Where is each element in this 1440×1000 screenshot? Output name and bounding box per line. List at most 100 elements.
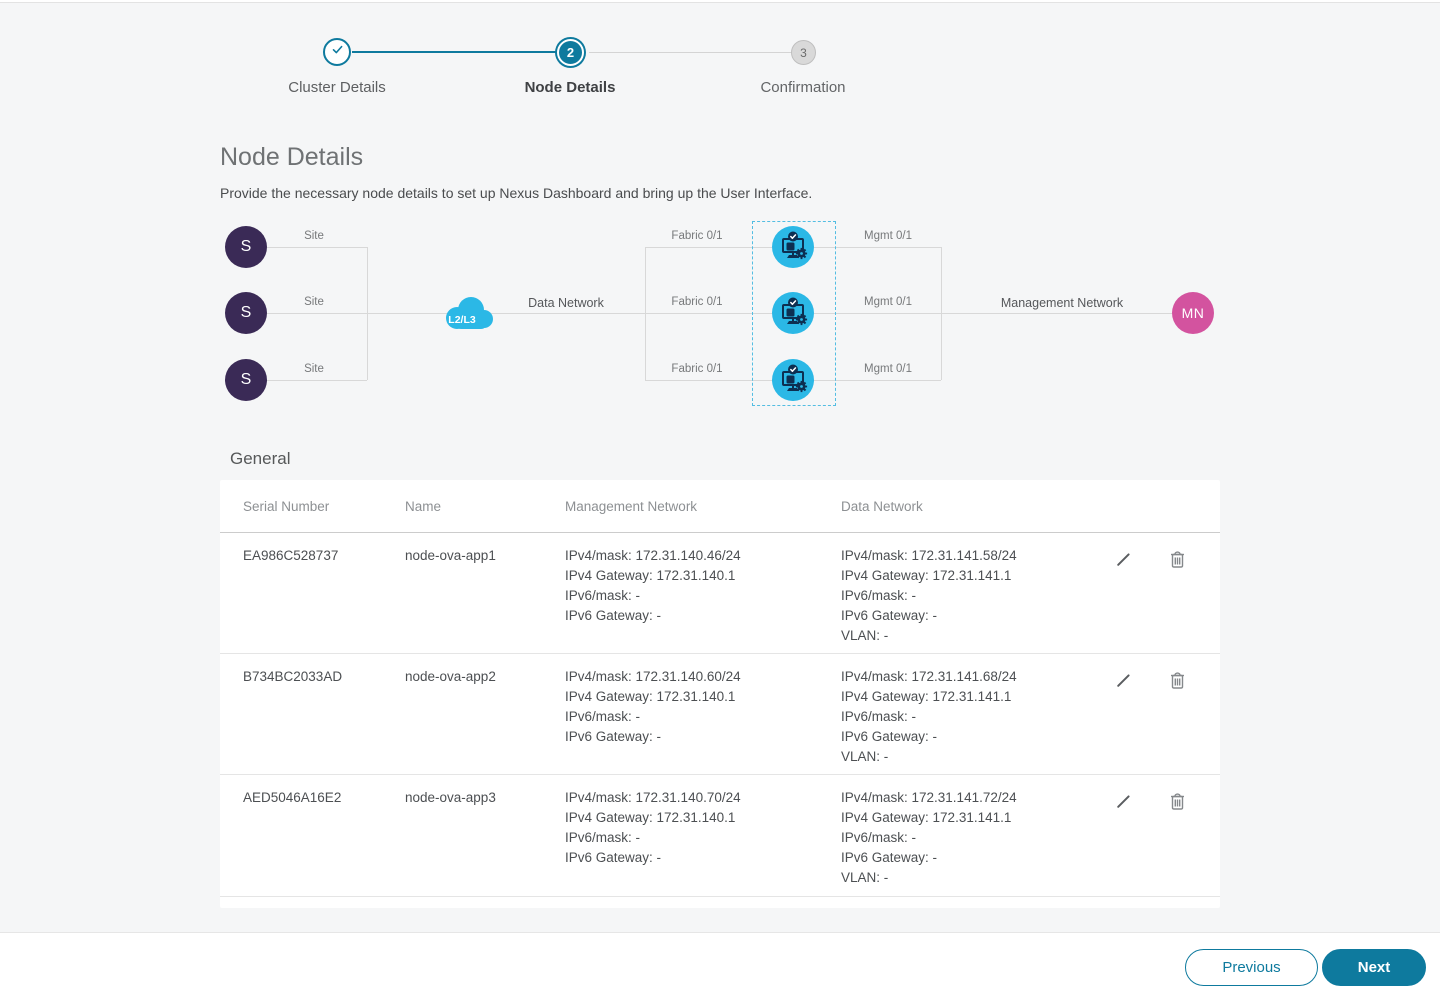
data-line: IPv4 Gateway: 172.31.141.1 xyxy=(841,689,1012,704)
fabric2-port-label: Fabric 0/1 xyxy=(671,296,723,308)
step-confirmation-circle: 3 xyxy=(791,40,816,65)
topology-diagram: Site Site Site Data Network Fabric 0/1 F… xyxy=(220,215,1220,415)
previous-button[interactable]: Previous xyxy=(1185,949,1318,986)
data-line: IPv6 Gateway: - xyxy=(841,729,938,744)
mgmt-line: IPv4 Gateway: 172.31.140.1 xyxy=(565,810,736,825)
step-number: 2 xyxy=(566,45,575,60)
management-network-label: Management Network xyxy=(1000,296,1124,310)
data-line: VLAN: - xyxy=(841,749,889,764)
mgmt-line: IPv4 Gateway: 172.31.140.1 xyxy=(565,568,736,583)
cell-serial: B734BC2033AD xyxy=(243,669,343,684)
delete-icon[interactable] xyxy=(1167,791,1187,811)
mgmt-line: IPv4 Gateway: 172.31.140.1 xyxy=(565,689,736,704)
data-network-label: Data Network xyxy=(528,296,604,310)
delete-icon[interactable] xyxy=(1167,549,1187,569)
stepper-connector-upcoming xyxy=(589,52,803,53)
stepper-connector-done xyxy=(352,51,568,53)
wizard-footer: Previous Next xyxy=(0,932,1440,1000)
fabric3-port-label: Fabric 0/1 xyxy=(671,363,723,375)
site3-label: Site xyxy=(304,363,324,375)
table-row: AED5046A16E2 node-ova-app3 IPv4/mask: 17… xyxy=(220,775,1220,897)
edit-icon[interactable] xyxy=(1114,549,1134,569)
cell-name: node-ova-app3 xyxy=(405,790,496,805)
data-line: IPv4 Gateway: 172.31.141.1 xyxy=(841,568,1012,583)
check-icon xyxy=(331,43,344,61)
main-content: 2 3 Cluster Details Node Details Confirm… xyxy=(0,2,1440,932)
cell-serial: EA986C528737 xyxy=(243,548,339,563)
nd-node3-icon xyxy=(772,359,814,401)
edit-icon[interactable] xyxy=(1114,791,1134,811)
cell-data-network: IPv4/mask: 172.31.141.58/24 IPv4 Gateway… xyxy=(818,533,1064,658)
step-label-cluster-details: Cluster Details xyxy=(288,79,386,96)
site3-link-line xyxy=(267,380,367,381)
next-button[interactable]: Next xyxy=(1322,949,1426,986)
fabric1-port-label: Fabric 0/1 xyxy=(671,230,723,242)
col-data-network: Data Network xyxy=(841,498,923,514)
site3-node: S xyxy=(225,359,267,401)
data-line: IPv4/mask: 172.31.141.58/24 xyxy=(841,548,1017,563)
nd-node2-icon xyxy=(772,292,814,334)
col-management-network: Management Network xyxy=(565,498,698,514)
nodes-selection-box xyxy=(752,221,836,406)
general-section-heading: General xyxy=(230,449,291,468)
cell-data-network: IPv4/mask: 172.31.141.68/24 IPv4 Gateway… xyxy=(818,654,1064,779)
edit-icon[interactable] xyxy=(1114,670,1134,690)
site2-link-line xyxy=(267,313,367,314)
mgmt-line: IPv6 Gateway: - xyxy=(565,608,662,623)
cell-serial: AED5046A16E2 xyxy=(243,790,342,805)
mgmt-line: IPv4/mask: 172.31.140.46/24 xyxy=(565,548,741,563)
page-subtitle: Provide the necessary node details to se… xyxy=(220,185,813,201)
data-line: IPv4/mask: 172.31.141.72/24 xyxy=(841,790,1017,805)
page-title: Node Details xyxy=(220,143,364,171)
step-label-confirmation: Confirmation xyxy=(760,79,846,96)
delete-icon[interactable] xyxy=(1167,670,1187,690)
mgmt-line: IPv4/mask: 172.31.140.60/24 xyxy=(565,669,741,684)
mgmt-line: IPv6 Gateway: - xyxy=(565,729,662,744)
mgmt3-line xyxy=(814,380,941,381)
management-network-node: MN xyxy=(1172,292,1214,334)
mgmt2-line xyxy=(814,313,941,314)
cell-name: node-ova-app1 xyxy=(405,548,496,563)
cell-mgmt-network: IPv4/mask: 172.31.140.60/24 IPv4 Gateway… xyxy=(542,654,818,779)
row-actions xyxy=(1064,533,1220,658)
row-actions xyxy=(1064,654,1220,779)
nd-node1-icon xyxy=(772,226,814,268)
data-line: IPv6 Gateway: - xyxy=(841,608,938,623)
col-name: Name xyxy=(405,498,442,514)
table-header-row: Serial Number Name Management Network Da… xyxy=(220,480,1220,533)
cell-mgmt-network: IPv4/mask: 172.31.140.46/24 IPv4 Gateway… xyxy=(542,533,818,658)
wizard-stepper: 2 3 Cluster Details Node Details Confirm… xyxy=(220,31,1220,103)
data-line: IPv6/mask: - xyxy=(841,709,917,724)
mgmt3-port-label: Mgmt 0/1 xyxy=(864,363,912,375)
step-cluster-details-circle[interactable] xyxy=(323,38,351,66)
mgmt1-port-label: Mgmt 0/1 xyxy=(864,230,912,242)
mgmt-line: IPv6/mask: - xyxy=(565,830,641,845)
step-node-details-circle[interactable]: 2 xyxy=(557,39,584,66)
table-row: B734BC2033AD node-ova-app2 IPv4/mask: 17… xyxy=(220,654,1220,775)
table-row: EA986C528737 node-ova-app1 IPv4/mask: 17… xyxy=(220,533,1220,654)
mn-initials: MN xyxy=(1181,305,1205,321)
data-line: IPv4 Gateway: 172.31.141.1 xyxy=(841,810,1012,825)
data-line: VLAN: - xyxy=(841,628,889,643)
mgmt-line: IPv4/mask: 172.31.140.70/24 xyxy=(565,790,741,805)
fabric2-line xyxy=(645,313,772,314)
site2-node: S xyxy=(225,292,267,334)
data-line: IPv6/mask: - xyxy=(841,830,917,845)
mgmt1-line xyxy=(814,247,941,248)
mgmt-line: IPv6/mask: - xyxy=(565,588,641,603)
site-initial: S xyxy=(240,238,252,255)
data-network-line xyxy=(367,313,645,314)
step-number: 3 xyxy=(800,45,807,60)
data-line: IPv6 Gateway: - xyxy=(841,850,938,865)
cell-data-network: IPv4/mask: 172.31.141.72/24 IPv4 Gateway… xyxy=(818,775,1064,900)
l2-l3-cloud-icon: L2/L3 xyxy=(442,295,494,333)
nodes-table-card: Serial Number Name Management Network Da… xyxy=(220,480,1220,908)
fabric3-line xyxy=(645,380,772,381)
site1-link-line xyxy=(267,247,367,248)
site1-node: S xyxy=(225,226,267,268)
data-line: IPv4/mask: 172.31.141.68/24 xyxy=(841,669,1017,684)
row-actions xyxy=(1064,775,1220,900)
fabric1-line xyxy=(645,247,772,248)
site-initial: S xyxy=(240,304,252,321)
